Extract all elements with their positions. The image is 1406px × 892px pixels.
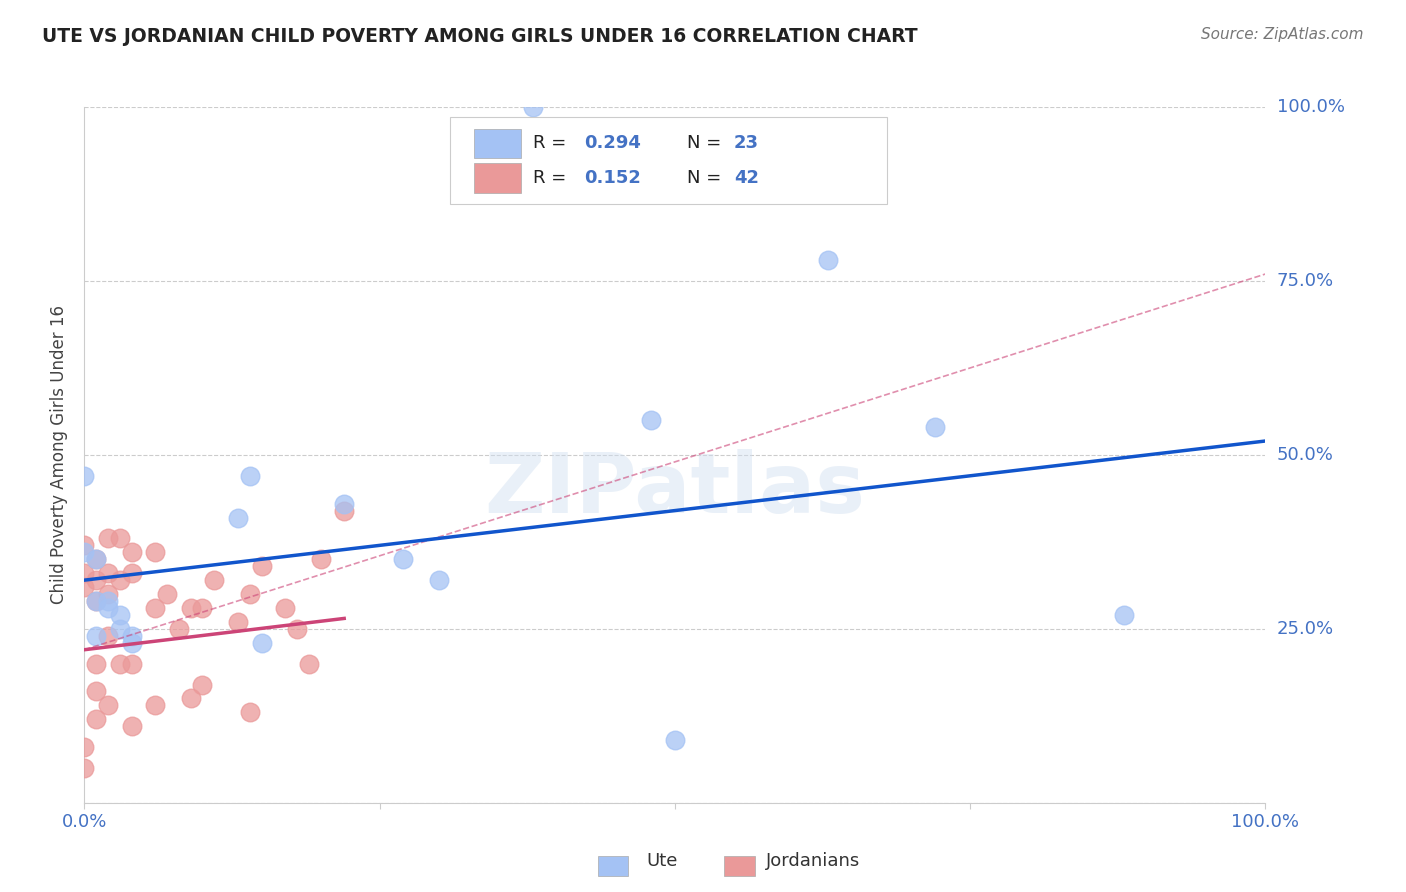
Point — [143, 601, 166, 615]
Point — [97, 566, 120, 581]
Point — [226, 615, 249, 629]
Point — [108, 622, 131, 636]
Point — [97, 698, 120, 713]
Point — [239, 706, 262, 720]
Text: N =: N = — [686, 134, 727, 153]
Text: 0.294: 0.294 — [583, 134, 641, 153]
Text: ZIPatlas: ZIPatlas — [485, 450, 865, 530]
Point — [84, 552, 107, 566]
Point — [97, 629, 120, 643]
Point — [1112, 607, 1135, 622]
Point — [522, 100, 544, 114]
Text: UTE VS JORDANIAN CHILD POVERTY AMONG GIRLS UNDER 16 CORRELATION CHART: UTE VS JORDANIAN CHILD POVERTY AMONG GIR… — [42, 27, 918, 45]
Text: 0.152: 0.152 — [583, 169, 641, 187]
Text: R =: R = — [533, 134, 572, 153]
Point — [73, 740, 96, 755]
Point — [73, 538, 96, 552]
Point — [167, 622, 190, 636]
FancyBboxPatch shape — [474, 128, 522, 158]
Text: 23: 23 — [734, 134, 759, 153]
Point — [84, 552, 107, 566]
Point — [121, 636, 143, 650]
Point — [640, 413, 662, 427]
Point — [97, 587, 120, 601]
Point — [121, 629, 143, 643]
Point — [73, 566, 96, 581]
Point — [191, 677, 214, 691]
Point — [333, 497, 356, 511]
Point — [392, 552, 415, 566]
Text: 42: 42 — [734, 169, 759, 187]
Point — [97, 601, 120, 615]
Point — [108, 532, 131, 546]
Point — [156, 587, 179, 601]
Text: R =: R = — [533, 169, 572, 187]
Text: Source: ZipAtlas.com: Source: ZipAtlas.com — [1201, 27, 1364, 42]
Point — [73, 761, 96, 775]
Y-axis label: Child Poverty Among Girls Under 16: Child Poverty Among Girls Under 16 — [51, 305, 69, 605]
Point — [298, 657, 321, 671]
Point — [108, 573, 131, 587]
Point — [274, 601, 297, 615]
Point — [180, 691, 202, 706]
Point — [333, 503, 356, 517]
Point — [239, 587, 262, 601]
FancyBboxPatch shape — [724, 856, 755, 876]
Point — [121, 657, 143, 671]
Text: Ute: Ute — [647, 852, 678, 870]
Text: 75.0%: 75.0% — [1277, 272, 1334, 290]
Point — [84, 684, 107, 698]
Point — [121, 566, 143, 581]
Text: 100.0%: 100.0% — [1277, 98, 1344, 116]
Point — [924, 420, 946, 434]
Text: Jordanians: Jordanians — [766, 852, 860, 870]
FancyBboxPatch shape — [450, 118, 887, 204]
Point — [121, 545, 143, 559]
Point — [664, 733, 686, 747]
Point — [73, 580, 96, 594]
Point — [817, 253, 839, 268]
Point — [191, 601, 214, 615]
Point — [143, 545, 166, 559]
Point — [202, 573, 225, 587]
Point — [73, 468, 96, 483]
FancyBboxPatch shape — [474, 163, 522, 193]
Point — [226, 510, 249, 524]
Point — [108, 657, 131, 671]
Point — [84, 657, 107, 671]
Point — [108, 607, 131, 622]
Point — [427, 573, 450, 587]
Point — [97, 532, 120, 546]
Point — [84, 573, 107, 587]
Point — [121, 719, 143, 733]
FancyBboxPatch shape — [598, 856, 628, 876]
Point — [84, 594, 107, 608]
Point — [84, 594, 107, 608]
Point — [285, 622, 308, 636]
Point — [143, 698, 166, 713]
Point — [239, 468, 262, 483]
Point — [250, 636, 273, 650]
Point — [309, 552, 332, 566]
Point — [250, 559, 273, 574]
Text: 50.0%: 50.0% — [1277, 446, 1333, 464]
Point — [180, 601, 202, 615]
Point — [84, 712, 107, 726]
Point — [84, 629, 107, 643]
Text: N =: N = — [686, 169, 727, 187]
Point — [73, 545, 96, 559]
Point — [97, 594, 120, 608]
Text: 25.0%: 25.0% — [1277, 620, 1334, 638]
